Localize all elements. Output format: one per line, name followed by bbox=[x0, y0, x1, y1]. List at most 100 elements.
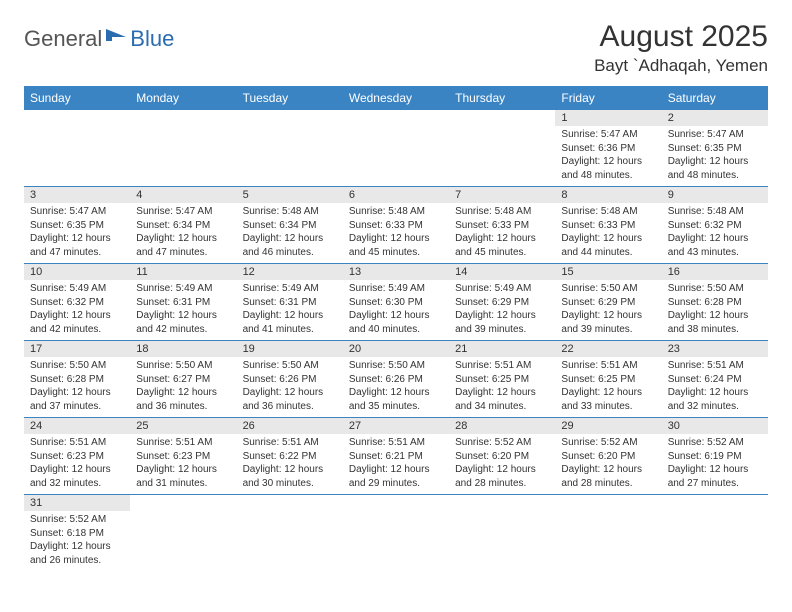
calendar-row: 17Sunrise: 5:50 AMSunset: 6:28 PMDayligh… bbox=[24, 341, 768, 418]
calendar-cell: 23Sunrise: 5:51 AMSunset: 6:24 PMDayligh… bbox=[662, 341, 768, 418]
calendar-cell bbox=[449, 110, 555, 187]
weekday-header: Wednesday bbox=[343, 86, 449, 110]
calendar-cell: 4Sunrise: 5:47 AMSunset: 6:34 PMDaylight… bbox=[130, 187, 236, 264]
calendar-row: 31Sunrise: 5:52 AMSunset: 6:18 PMDayligh… bbox=[24, 495, 768, 572]
day-number: 8 bbox=[555, 187, 661, 203]
day-number: 11 bbox=[130, 264, 236, 280]
calendar-cell: 18Sunrise: 5:50 AMSunset: 6:27 PMDayligh… bbox=[130, 341, 236, 418]
day-body: Sunrise: 5:50 AMSunset: 6:27 PMDaylight:… bbox=[130, 357, 236, 417]
day-body: Sunrise: 5:52 AMSunset: 6:20 PMDaylight:… bbox=[449, 434, 555, 494]
weekday-header: Sunday bbox=[24, 86, 130, 110]
day-body: Sunrise: 5:49 AMSunset: 6:29 PMDaylight:… bbox=[449, 280, 555, 340]
calendar-cell: 31Sunrise: 5:52 AMSunset: 6:18 PMDayligh… bbox=[24, 495, 130, 572]
calendar-cell bbox=[343, 495, 449, 572]
calendar-cell: 1Sunrise: 5:47 AMSunset: 6:36 PMDaylight… bbox=[555, 110, 661, 187]
day-body: Sunrise: 5:47 AMSunset: 6:35 PMDaylight:… bbox=[662, 126, 768, 186]
day-number: 20 bbox=[343, 341, 449, 357]
day-body: Sunrise: 5:47 AMSunset: 6:35 PMDaylight:… bbox=[24, 203, 130, 263]
day-body: Sunrise: 5:48 AMSunset: 6:33 PMDaylight:… bbox=[449, 203, 555, 263]
day-number: 14 bbox=[449, 264, 555, 280]
day-body: Sunrise: 5:52 AMSunset: 6:19 PMDaylight:… bbox=[662, 434, 768, 494]
calendar-cell: 27Sunrise: 5:51 AMSunset: 6:21 PMDayligh… bbox=[343, 418, 449, 495]
day-number: 13 bbox=[343, 264, 449, 280]
flag-icon bbox=[106, 27, 128, 48]
calendar-cell: 22Sunrise: 5:51 AMSunset: 6:25 PMDayligh… bbox=[555, 341, 661, 418]
day-number: 16 bbox=[662, 264, 768, 280]
calendar-table: SundayMondayTuesdayWednesdayThursdayFrid… bbox=[24, 86, 768, 571]
day-body: Sunrise: 5:51 AMSunset: 6:25 PMDaylight:… bbox=[555, 357, 661, 417]
day-number: 26 bbox=[237, 418, 343, 434]
weekday-header-row: SundayMondayTuesdayWednesdayThursdayFrid… bbox=[24, 86, 768, 110]
day-body: Sunrise: 5:50 AMSunset: 6:28 PMDaylight:… bbox=[24, 357, 130, 417]
calendar-cell: 3Sunrise: 5:47 AMSunset: 6:35 PMDaylight… bbox=[24, 187, 130, 264]
calendar-cell: 29Sunrise: 5:52 AMSunset: 6:20 PMDayligh… bbox=[555, 418, 661, 495]
day-body: Sunrise: 5:47 AMSunset: 6:36 PMDaylight:… bbox=[555, 126, 661, 186]
calendar-cell: 28Sunrise: 5:52 AMSunset: 6:20 PMDayligh… bbox=[449, 418, 555, 495]
day-number: 10 bbox=[24, 264, 130, 280]
day-body: Sunrise: 5:49 AMSunset: 6:31 PMDaylight:… bbox=[130, 280, 236, 340]
weekday-header: Friday bbox=[555, 86, 661, 110]
logo-text-general: General bbox=[24, 26, 102, 52]
calendar-cell: 7Sunrise: 5:48 AMSunset: 6:33 PMDaylight… bbox=[449, 187, 555, 264]
day-body: Sunrise: 5:50 AMSunset: 6:26 PMDaylight:… bbox=[343, 357, 449, 417]
logo-text-blue: Blue bbox=[130, 26, 174, 52]
calendar-cell: 14Sunrise: 5:49 AMSunset: 6:29 PMDayligh… bbox=[449, 264, 555, 341]
calendar-cell bbox=[662, 495, 768, 572]
day-number: 9 bbox=[662, 187, 768, 203]
day-number: 6 bbox=[343, 187, 449, 203]
day-number: 24 bbox=[24, 418, 130, 434]
day-number: 19 bbox=[237, 341, 343, 357]
calendar-cell: 30Sunrise: 5:52 AMSunset: 6:19 PMDayligh… bbox=[662, 418, 768, 495]
calendar-cell: 21Sunrise: 5:51 AMSunset: 6:25 PMDayligh… bbox=[449, 341, 555, 418]
calendar-cell: 20Sunrise: 5:50 AMSunset: 6:26 PMDayligh… bbox=[343, 341, 449, 418]
day-number: 1 bbox=[555, 110, 661, 126]
day-number: 17 bbox=[24, 341, 130, 357]
calendar-cell bbox=[24, 110, 130, 187]
calendar-cell bbox=[130, 495, 236, 572]
day-number: 25 bbox=[130, 418, 236, 434]
day-body: Sunrise: 5:51 AMSunset: 6:23 PMDaylight:… bbox=[130, 434, 236, 494]
day-body: Sunrise: 5:50 AMSunset: 6:29 PMDaylight:… bbox=[555, 280, 661, 340]
day-body: Sunrise: 5:51 AMSunset: 6:22 PMDaylight:… bbox=[237, 434, 343, 494]
calendar-row: 10Sunrise: 5:49 AMSunset: 6:32 PMDayligh… bbox=[24, 264, 768, 341]
calendar-cell: 10Sunrise: 5:49 AMSunset: 6:32 PMDayligh… bbox=[24, 264, 130, 341]
day-body: Sunrise: 5:48 AMSunset: 6:32 PMDaylight:… bbox=[662, 203, 768, 263]
day-body: Sunrise: 5:50 AMSunset: 6:28 PMDaylight:… bbox=[662, 280, 768, 340]
calendar-cell: 8Sunrise: 5:48 AMSunset: 6:33 PMDaylight… bbox=[555, 187, 661, 264]
calendar-cell: 24Sunrise: 5:51 AMSunset: 6:23 PMDayligh… bbox=[24, 418, 130, 495]
weekday-header: Tuesday bbox=[237, 86, 343, 110]
location: Bayt `Adhaqah, Yemen bbox=[594, 56, 768, 76]
day-body: Sunrise: 5:47 AMSunset: 6:34 PMDaylight:… bbox=[130, 203, 236, 263]
logo: General Blue bbox=[24, 26, 174, 52]
calendar-cell bbox=[449, 495, 555, 572]
day-body: Sunrise: 5:52 AMSunset: 6:20 PMDaylight:… bbox=[555, 434, 661, 494]
calendar-cell bbox=[237, 495, 343, 572]
day-number: 12 bbox=[237, 264, 343, 280]
title-block: August 2025 Bayt `Adhaqah, Yemen bbox=[594, 20, 768, 76]
weekday-header: Thursday bbox=[449, 86, 555, 110]
calendar-cell: 5Sunrise: 5:48 AMSunset: 6:34 PMDaylight… bbox=[237, 187, 343, 264]
day-body: Sunrise: 5:52 AMSunset: 6:18 PMDaylight:… bbox=[24, 511, 130, 571]
day-number: 3 bbox=[24, 187, 130, 203]
day-body: Sunrise: 5:49 AMSunset: 6:32 PMDaylight:… bbox=[24, 280, 130, 340]
calendar-row: 1Sunrise: 5:47 AMSunset: 6:36 PMDaylight… bbox=[24, 110, 768, 187]
month-title: August 2025 bbox=[594, 20, 768, 54]
day-body: Sunrise: 5:48 AMSunset: 6:33 PMDaylight:… bbox=[555, 203, 661, 263]
day-number: 23 bbox=[662, 341, 768, 357]
day-body: Sunrise: 5:51 AMSunset: 6:21 PMDaylight:… bbox=[343, 434, 449, 494]
calendar-cell bbox=[130, 110, 236, 187]
calendar-cell: 15Sunrise: 5:50 AMSunset: 6:29 PMDayligh… bbox=[555, 264, 661, 341]
calendar-cell: 9Sunrise: 5:48 AMSunset: 6:32 PMDaylight… bbox=[662, 187, 768, 264]
day-number: 7 bbox=[449, 187, 555, 203]
day-number: 4 bbox=[130, 187, 236, 203]
weekday-header: Saturday bbox=[662, 86, 768, 110]
day-number: 18 bbox=[130, 341, 236, 357]
day-body: Sunrise: 5:48 AMSunset: 6:34 PMDaylight:… bbox=[237, 203, 343, 263]
header: General Blue August 2025 Bayt `Adhaqah, … bbox=[24, 20, 768, 76]
calendar-cell bbox=[343, 110, 449, 187]
calendar-cell: 26Sunrise: 5:51 AMSunset: 6:22 PMDayligh… bbox=[237, 418, 343, 495]
day-body: Sunrise: 5:49 AMSunset: 6:31 PMDaylight:… bbox=[237, 280, 343, 340]
day-body: Sunrise: 5:51 AMSunset: 6:25 PMDaylight:… bbox=[449, 357, 555, 417]
calendar-cell: 16Sunrise: 5:50 AMSunset: 6:28 PMDayligh… bbox=[662, 264, 768, 341]
calendar-cell: 25Sunrise: 5:51 AMSunset: 6:23 PMDayligh… bbox=[130, 418, 236, 495]
